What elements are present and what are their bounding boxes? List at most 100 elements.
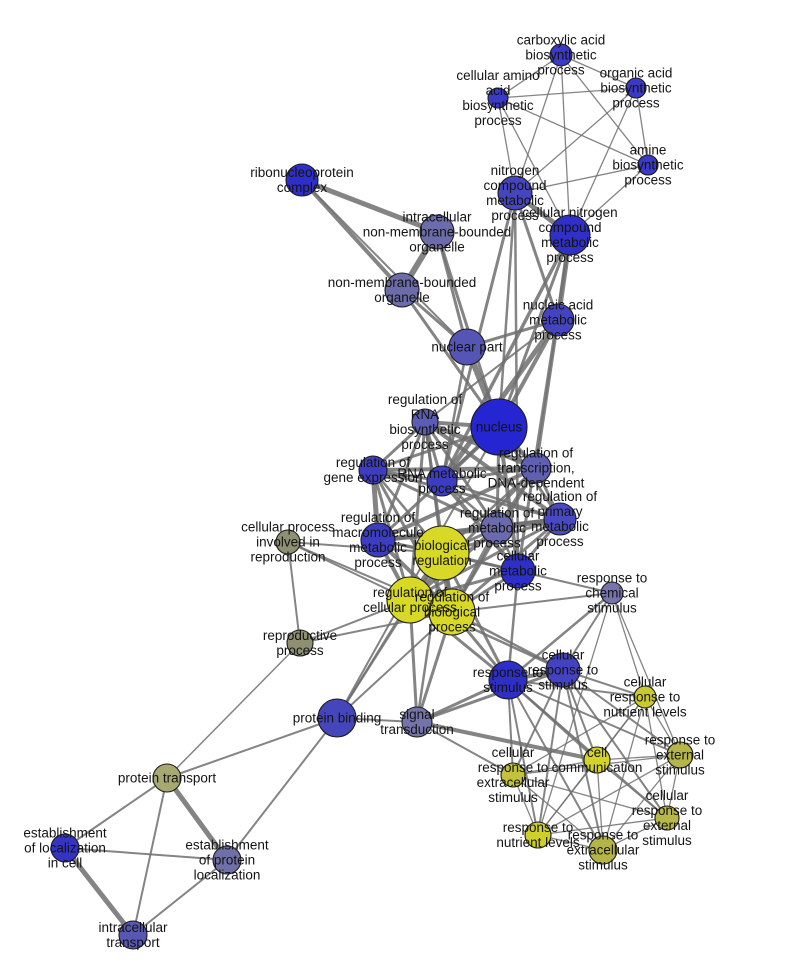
graph-node-response-to-chemical-stimulus[interactable]: [600, 581, 624, 605]
graph-node-response-to-nutrient-levels[interactable]: [524, 821, 552, 849]
graph-node-cellular-metabolic-process[interactable]: [500, 553, 536, 589]
graph-node-rna-metabolic-process[interactable]: [426, 465, 458, 497]
edge: [514, 87, 637, 194]
graph-node-regulation-of-metabolic-process[interactable]: [480, 511, 514, 545]
graph-node-nucleus[interactable]: [470, 398, 528, 456]
edge: [336, 611, 453, 719]
edge: [287, 541, 301, 644]
edge: [512, 696, 646, 776]
graph-node-regulation-of-biological-process[interactable]: [428, 588, 476, 636]
graph-node-reproductive-process[interactable]: [286, 629, 314, 657]
edge: [497, 191, 517, 429]
graph-node-organic-acid-biosynthetic-process[interactable]: [625, 77, 647, 99]
edge: [507, 679, 668, 819]
edge: [516, 233, 572, 573]
edge: [507, 679, 539, 836]
edge: [562, 669, 681, 756]
edge: [537, 817, 668, 836]
graph-node-cell-communication[interactable]: [583, 746, 611, 774]
edge: [408, 517, 562, 602]
edge: [596, 759, 604, 851]
edge: [602, 696, 646, 851]
edge: [424, 319, 559, 423]
graph-node-regulation-of-gene-expression[interactable]: [358, 455, 388, 485]
edge: [440, 345, 469, 483]
graph-node-protein-transport[interactable]: [152, 763, 182, 793]
graph-node-regulation-of-rna-biosynthetic-process[interactable]: [411, 408, 439, 436]
edge: [371, 468, 562, 521]
graph-node-ribonucleoprotein-complex[interactable]: [285, 163, 319, 197]
graph-node-regulation-of-macromolecule-metabolic-process[interactable]: [360, 522, 396, 558]
graph-node-nucleic-acid-metabolic-process[interactable]: [541, 303, 575, 337]
edge: [569, 87, 637, 236]
edge: [512, 669, 564, 776]
graph-node-response-to-stimulus[interactable]: [488, 660, 528, 700]
edge: [497, 87, 637, 99]
edge: [132, 777, 168, 936]
edge: [537, 759, 598, 836]
edge: [132, 859, 228, 936]
edge: [507, 679, 604, 851]
edge: [635, 87, 649, 166]
graph-node-cellular-response-to-stimulus[interactable]: [545, 652, 581, 688]
edge: [371, 468, 499, 530]
edge: [497, 54, 562, 99]
edge: [376, 517, 562, 542]
graph-node-carboxylic-acid-biosynthetic-process[interactable]: [549, 43, 573, 67]
edge: [415, 668, 565, 724]
graph-node-cellular-response-to-extracellular-stimulus[interactable]: [500, 762, 526, 788]
edge: [376, 466, 538, 542]
graph-node-establishment-of-localization-in-cell[interactable]: [50, 833, 80, 863]
edge: [513, 191, 560, 322]
edge: [560, 54, 649, 166]
edge: [416, 721, 514, 776]
edge: [164, 775, 230, 863]
graph-node-cellular-amino-acid-biosynthetic-process[interactable]: [487, 87, 509, 109]
graph-node-non-membrane-bounded-organelle[interactable]: [384, 272, 420, 308]
edge: [166, 717, 338, 779]
graph-node-nitrogen-compound-metabolic-process[interactable]: [497, 175, 533, 211]
graph-node-regulation-of-cellular-process[interactable]: [386, 576, 434, 624]
edge: [512, 759, 598, 776]
graph-node-response-to-external-stimulus[interactable]: [666, 741, 694, 769]
edge: [514, 54, 562, 194]
edge: [371, 468, 454, 614]
edge: [497, 233, 572, 429]
graph-node-biological-regulation[interactable]: [414, 525, 470, 581]
edge: [440, 466, 538, 483]
graph-node-cellular-process-involved-in-reproduction[interactable]: [275, 529, 301, 555]
graph-node-signal-transduction[interactable]: [401, 706, 433, 738]
label-layer: carboxylic acid biosynthetic process organi…: [23, 33, 715, 951]
graph-node-cellular-response-to-nutrient-levels[interactable]: [633, 685, 657, 709]
edge: [408, 420, 427, 602]
graph-node-amine-biosynthetic-process[interactable]: [637, 154, 659, 176]
edge: [62, 845, 136, 938]
edge: [423, 420, 499, 530]
graph-node-intracellular-transport[interactable]: [118, 920, 148, 950]
edge: [415, 551, 444, 724]
graph-node-cellular-response-to-external-stimulus[interactable]: [654, 805, 680, 831]
edge: [596, 754, 681, 761]
graph-node-establishment-of-protein-localization[interactable]: [212, 845, 242, 875]
edge: [611, 592, 681, 756]
edge: [497, 97, 571, 236]
graph-node-nuclear-part[interactable]: [448, 328, 486, 366]
edge: [497, 97, 649, 166]
edge: [560, 54, 571, 236]
edge: [506, 591, 614, 682]
edge: [299, 611, 453, 644]
edge: [300, 178, 404, 292]
edge: [451, 592, 613, 613]
edge: [301, 179, 468, 348]
edge: [226, 717, 338, 861]
graph-node-regulation-of-transcription-dna-dependent[interactable]: [520, 452, 552, 484]
graph-node-intracellular-non-membrane-bounded-organelle[interactable]: [419, 214, 455, 250]
graph-node-response-to-extracellular-stimulus[interactable]: [588, 835, 618, 865]
edge: [299, 177, 440, 235]
edge: [562, 669, 604, 851]
graph-node-regulation-of-primary-metabolic-process[interactable]: [543, 502, 577, 536]
graph-node-protein-binding[interactable]: [317, 698, 357, 738]
graph-node-cellular-nitrogen-compound-metabolic-process[interactable]: [549, 214, 591, 256]
